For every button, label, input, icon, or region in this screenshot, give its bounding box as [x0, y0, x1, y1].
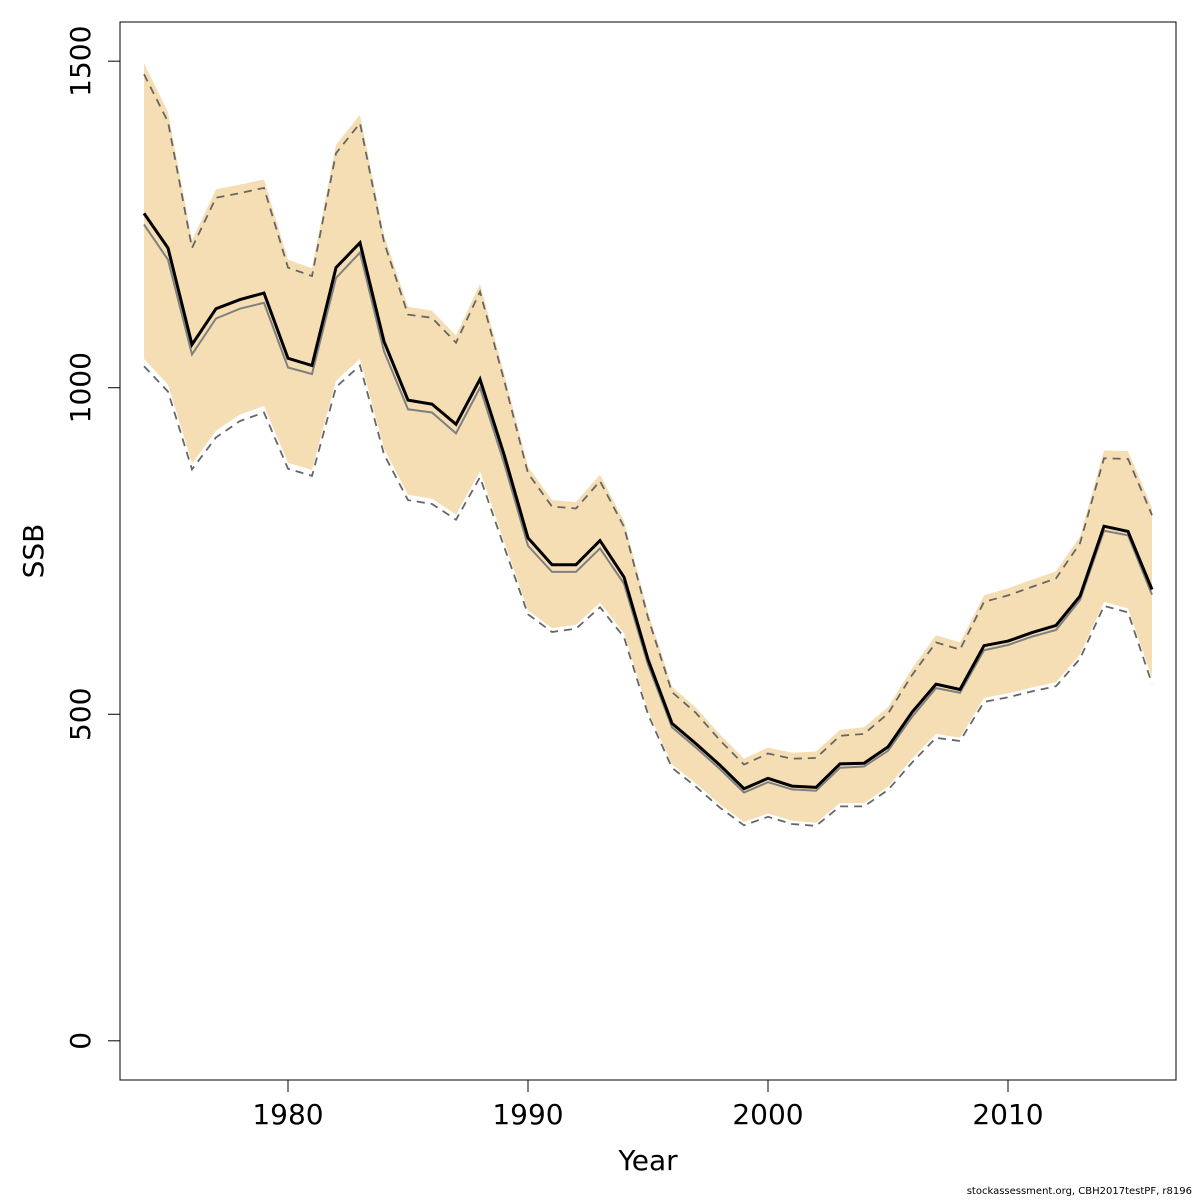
x-tick-label: 1990: [492, 1098, 563, 1131]
lower-ci-line: [143, 363, 1153, 827]
y-tick-label: 1000: [64, 352, 97, 423]
series-line-layer: [142, 73, 1154, 827]
confidence-band-layer: [144, 63, 1152, 823]
y-tick-label: 500: [64, 688, 97, 741]
x-tick-label: 2010: [972, 1098, 1043, 1131]
upper-ci-line: [143, 73, 1153, 766]
y-axis: 0 500 1000 1500: [64, 26, 120, 1050]
x-tick-label: 2000: [732, 1098, 803, 1131]
plot-frame: [119, 21, 1177, 1081]
y-tick-label: 1500: [64, 26, 97, 97]
ssb-estimate-line: [142, 212, 1154, 791]
y-axis-title: SSB: [17, 524, 50, 579]
x-axis-title: Year: [617, 1144, 678, 1177]
confidence-band: [144, 63, 1152, 823]
x-axis: 1980 1990 2000 2010: [252, 1080, 1044, 1131]
x-tick-label: 1980: [252, 1098, 323, 1131]
y-tick-label: 0: [64, 1032, 97, 1050]
credit-text: stockassessment.org, CBH2017testPF, r819…: [966, 1186, 1192, 1197]
secondary-estimate-line: [143, 223, 1153, 794]
